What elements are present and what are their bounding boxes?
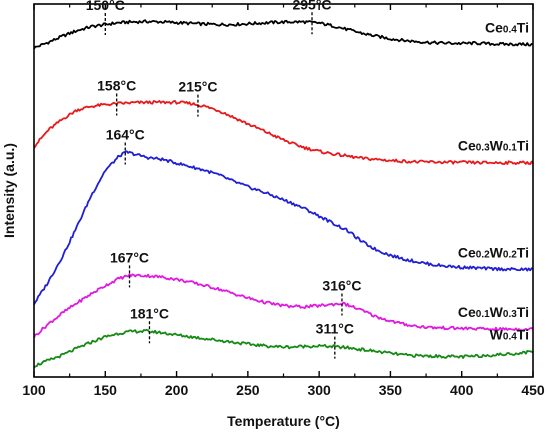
series-label-0: Ce0.4Ti bbox=[485, 20, 529, 36]
series-label-part: Ce bbox=[458, 244, 476, 260]
x-tick-label: 150 bbox=[94, 382, 118, 398]
series-label-part: Ce bbox=[458, 304, 476, 320]
x-axis-title: Temperature (°C) bbox=[227, 413, 340, 429]
series-line-0 bbox=[33, 19, 534, 50]
x-tick-label: 300 bbox=[307, 382, 331, 398]
x-tick-label: 250 bbox=[236, 382, 260, 398]
y-axis-title: Intensity (a.u.) bbox=[1, 143, 17, 238]
series-label-part: 0.4 bbox=[503, 331, 517, 342]
series-label-4: W0.4Ti bbox=[490, 326, 529, 342]
series-label-part: Ti bbox=[517, 326, 529, 342]
annotation-label: 181°C bbox=[130, 305, 169, 321]
annotation-label: 158°C bbox=[97, 77, 136, 93]
series-label-3: Ce0.1W0.3Ti bbox=[458, 304, 529, 320]
series-label-part: W bbox=[490, 326, 504, 342]
series-line-4 bbox=[33, 329, 534, 369]
x-tick-label: 350 bbox=[379, 382, 403, 398]
series-label-part: 0.2 bbox=[503, 249, 517, 260]
series-label-2: Ce0.2W0.2Ti bbox=[458, 244, 529, 260]
series-label-1: Ce0.3W0.1Ti bbox=[458, 138, 529, 154]
x-tick-label: 200 bbox=[165, 382, 189, 398]
annotation-label: 311°C bbox=[316, 321, 354, 337]
series-line-2 bbox=[33, 150, 534, 305]
series-labels: Ce0.4TiCe0.3W0.1TiCe0.2W0.2TiCe0.1W0.3Ti… bbox=[458, 20, 529, 343]
axes: 100 150 200 250 300 350 400 450 bbox=[22, 3, 545, 398]
series-label-part: 0.3 bbox=[503, 309, 517, 320]
series-line-3 bbox=[33, 273, 534, 338]
annotation-label: 295°C bbox=[292, 0, 331, 12]
series-label-part: 0.4 bbox=[503, 25, 517, 36]
x-tick-label: 100 bbox=[22, 382, 46, 398]
series-label-part: Ti bbox=[517, 138, 529, 154]
annotation-label: 164°C bbox=[106, 126, 145, 142]
annotations: 150°C 295°C 158°C 215°C 164°C 167°C 316°C 181°C… bbox=[86, 0, 361, 359]
x-tick-label: 400 bbox=[450, 382, 474, 398]
series-label-part: Ce bbox=[458, 138, 476, 154]
series-label-part: 0.3 bbox=[476, 143, 490, 154]
plot-frame bbox=[33, 3, 534, 378]
series-label-part: 0.2 bbox=[476, 249, 490, 260]
annotation-label: 215°C bbox=[178, 79, 217, 95]
series-label-part: W bbox=[490, 138, 504, 154]
series-label-part: Ce bbox=[485, 20, 503, 36]
series-label-part: W bbox=[490, 244, 504, 260]
series-label-part: Ti bbox=[517, 20, 529, 36]
series-label-part: 0.1 bbox=[503, 143, 517, 154]
annotation-label: 150°C bbox=[86, 0, 125, 13]
series-label-part: W bbox=[490, 304, 504, 320]
series-label-part: Ti bbox=[517, 244, 529, 260]
annotation-label: 316°C bbox=[322, 277, 361, 293]
series-label-part: Ti bbox=[517, 304, 529, 320]
annotation-label: 167°C bbox=[110, 249, 149, 265]
series-label-part: 0.1 bbox=[476, 309, 490, 320]
x-tick-label: 450 bbox=[521, 382, 545, 398]
